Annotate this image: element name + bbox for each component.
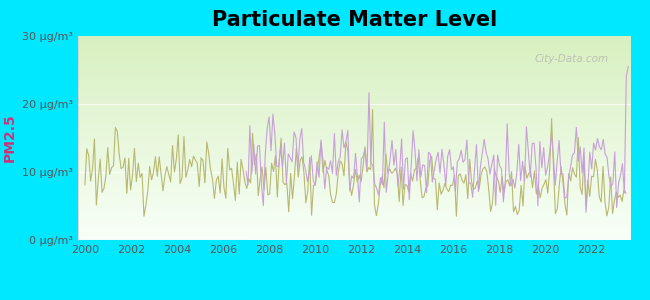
- Text: City-Data.com: City-Data.com: [534, 54, 608, 64]
- Legend: Northfield, IL, US: Northfield, IL, US: [271, 296, 437, 300]
- Y-axis label: PM2.5: PM2.5: [3, 114, 16, 162]
- Title: Particulate Matter Level: Particulate Matter Level: [212, 10, 497, 30]
